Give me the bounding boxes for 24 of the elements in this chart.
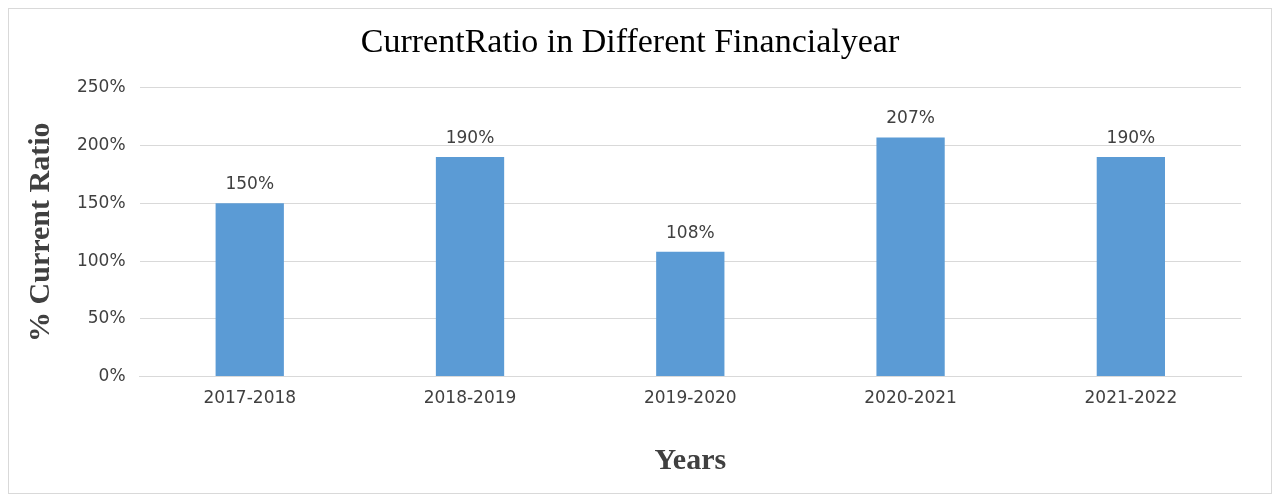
x-tick-label: 2019-2020 <box>643 387 737 408</box>
y-tick-label: 100% <box>76 249 126 270</box>
chart-title: CurrentRatio in Different Financialyear <box>360 22 900 60</box>
bar <box>1096 157 1165 377</box>
y-tick-label: 150% <box>76 191 126 212</box>
x-tick-label: 2018-2019 <box>423 387 517 408</box>
x-tick-label: 2020-2021 <box>864 387 957 408</box>
data-label: 190% <box>1106 127 1156 148</box>
y-tick-label: 200% <box>76 133 126 154</box>
data-label: 108% <box>666 221 715 242</box>
x-axis-title: Years <box>654 441 727 475</box>
y-tick-label: 0% <box>98 365 126 386</box>
bar <box>215 203 284 377</box>
y-tick-label: 250% <box>76 76 126 97</box>
x-tick-label: 2017-2018 <box>203 387 297 408</box>
y-tick-label: 50% <box>87 307 126 328</box>
data-label: 150% <box>225 173 275 194</box>
x-tick-label: 2021-2022 <box>1084 387 1178 408</box>
y-axis-title: % Current Ratio <box>21 122 55 342</box>
bar <box>435 157 505 377</box>
data-label: 207% <box>886 107 935 128</box>
bar <box>656 251 725 377</box>
data-label: 190% <box>445 127 495 148</box>
bar <box>876 137 945 377</box>
